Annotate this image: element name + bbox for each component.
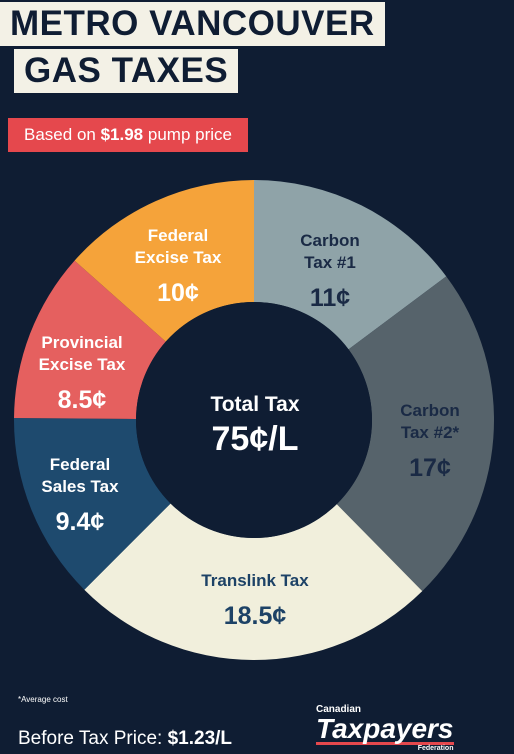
subtitle-text: pump price <box>147 125 232 144</box>
center-value: 75¢/L <box>211 420 299 458</box>
segment-name: Provincial Excise Tax <box>38 333 126 374</box>
title-line: GAS TAXES <box>14 49 239 93</box>
donut-segment <box>84 503 423 661</box>
segment-value: 17¢ <box>409 454 451 482</box>
donut-segment <box>336 276 494 592</box>
segment-name: Carbon Tax #2* <box>400 401 460 442</box>
donut-segment <box>74 180 254 342</box>
segment-value: 10¢ <box>157 279 199 307</box>
segment-name: Translink Tax <box>201 571 309 590</box>
segment-value: 8.5¢ <box>57 386 107 414</box>
segment-name: Federal Excise Tax <box>134 226 222 267</box>
segment-value: 11¢ <box>309 284 351 312</box>
logo-bottom: Federation <box>417 745 454 752</box>
center-title: Total Tax <box>210 393 300 416</box>
segment-label: Federal Excise Tax 10¢ <box>128 225 228 309</box>
logo-main: Taxpayers <box>316 713 454 745</box>
segment-label: Provincial Excise Tax 8.5¢ <box>22 332 142 416</box>
before-tax-label: Before Tax Price: <box>18 728 163 749</box>
donut-segment <box>14 260 166 420</box>
before-tax: Before Tax Price: $1.23/L <box>18 728 232 750</box>
segment-value: 9.4¢ <box>55 508 105 536</box>
logo: Canadian Taxpayers Federation <box>316 704 454 752</box>
subtitle: Based on $1.98 pump price <box>8 118 248 152</box>
donut-segment <box>254 180 447 350</box>
donut-hole <box>136 302 372 538</box>
pump-price: $1.98 <box>100 125 144 144</box>
subtitle-text: Based on <box>24 125 96 144</box>
before-tax-value: $1.23/L <box>167 728 233 749</box>
segment-label: Carbon Tax #2* 17¢ <box>385 400 475 484</box>
segment-name: Carbon Tax #1 <box>300 231 360 272</box>
donut-segment <box>13 417 171 590</box>
center-label: Total Tax 75¢/L <box>210 392 299 460</box>
title-line: METRO VANCOUVER <box>0 2 385 46</box>
segment-label: Carbon Tax #1 11¢ <box>290 230 370 314</box>
segment-label: Federal Sales Tax 9.4¢ <box>30 454 130 538</box>
segment-value: 18.5¢ <box>223 602 287 630</box>
segment-name: Federal Sales Tax <box>41 455 119 496</box>
segment-label: Translink Tax 18.5¢ <box>175 570 335 632</box>
footnote: *Average cost <box>18 695 68 704</box>
logo-top: Canadian <box>316 704 362 715</box>
